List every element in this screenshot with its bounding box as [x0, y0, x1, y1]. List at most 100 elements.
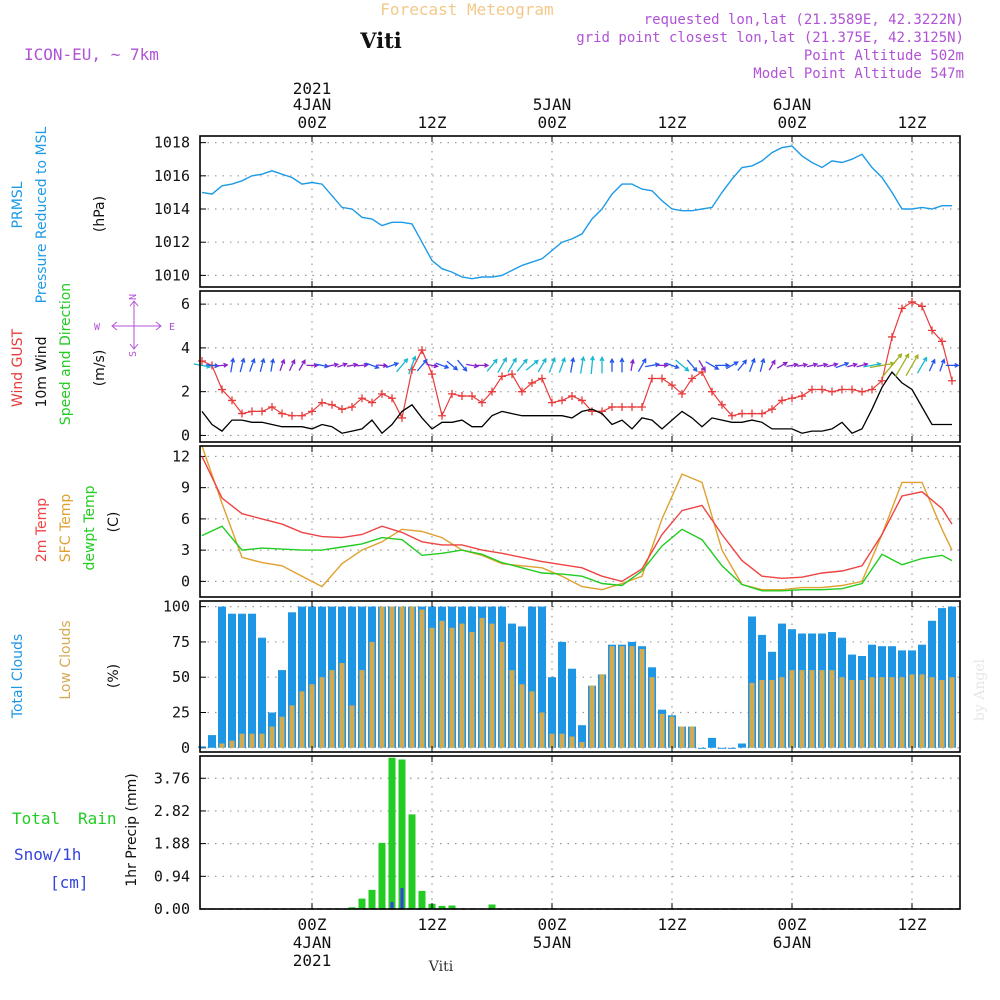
wind-direction-arrow	[466, 363, 480, 369]
wind-direction-arrow	[408, 355, 417, 375]
y-tick-label: 3.76	[154, 769, 190, 787]
y-tick-label: 100	[163, 598, 190, 616]
wind-gust-marker	[328, 400, 336, 409]
wind-gust-marker	[938, 337, 946, 346]
pressure-panel: 1010 1012 1014 1016 1018	[154, 134, 961, 288]
wind-10m-label: 10m Wind	[34, 336, 50, 407]
low-cloud-bar	[539, 712, 545, 748]
wind-direction-arrow	[826, 362, 839, 368]
low-cloud-bar	[879, 677, 885, 748]
wind-direction-arrow	[435, 362, 450, 369]
compass-north: N	[128, 294, 139, 300]
wind-direction-arrow	[377, 363, 389, 368]
bottom-hour-label: 12Z	[418, 915, 447, 934]
low-cloud-bar	[609, 646, 615, 748]
total-cloud-bar	[578, 725, 586, 748]
low-cloud-bar	[359, 670, 365, 748]
low-cloud-bar	[409, 606, 415, 748]
wind-gust-marker	[848, 385, 856, 394]
wind-gust-marker	[448, 389, 456, 398]
wind-gust-marker	[378, 389, 386, 398]
total-cloud-bar	[248, 613, 256, 748]
wind-gust-marker	[458, 392, 466, 401]
rain-bar	[418, 890, 426, 909]
low-cloud-bar	[449, 627, 455, 748]
top-hour-label: 00Z	[538, 113, 567, 132]
y-tick-label: 1016	[154, 167, 190, 185]
wind-gust-marker	[638, 402, 646, 411]
wind-direction-arrow	[249, 357, 256, 372]
low-cloud-bar	[489, 623, 495, 748]
top-hour-label: 00Z	[778, 113, 807, 132]
total-cloud-bar	[708, 737, 716, 748]
wind-direction-arrow	[579, 355, 586, 374]
wind-labels: Wind GUST 10m Wind Speed and Direction (…	[10, 283, 108, 425]
wind-gust-marker	[418, 346, 426, 355]
rain-bar	[368, 889, 376, 909]
wind-gust-marker	[878, 376, 886, 385]
low-cloud-bar	[309, 684, 315, 748]
bottom-hour-label: 12Z	[658, 915, 687, 934]
y-tick-label: 1018	[154, 134, 190, 152]
y-tick-label: 1012	[154, 233, 190, 251]
low-cloud-bar	[669, 716, 675, 748]
wind-gust-marker	[678, 389, 686, 398]
bottom-hour-label: 00Z	[298, 915, 327, 934]
wind-gust-marker	[258, 407, 266, 416]
temp-2m-line	[201, 456, 953, 583]
wind-gust-marker	[778, 396, 786, 405]
wind-gust-marker	[788, 394, 796, 403]
y-tick-label: 50	[172, 668, 190, 686]
wind-gust-marker	[688, 374, 696, 383]
wind-direction-arrow	[457, 359, 468, 372]
temp-sfc-label: SFC Temp	[58, 494, 74, 563]
wind-direction-arrow	[835, 361, 850, 369]
pressure-labels: PRMSL Pressure Reduced to MSL (hPa)	[10, 126, 108, 303]
low-cloud-bar	[869, 677, 875, 748]
low-cloud-bar	[659, 713, 665, 748]
wind-direction-arrow	[786, 362, 799, 368]
wind-direction-arrow	[216, 362, 229, 368]
wind-gust-marker	[658, 374, 666, 383]
total-cloud-bar	[538, 606, 546, 748]
low-cloud-bar	[249, 733, 255, 748]
top-hour-label: 00Z	[298, 113, 327, 132]
total-cloud-bar	[348, 606, 356, 748]
wind-direction-arrow	[619, 357, 625, 373]
low-cloud-bar	[419, 609, 425, 748]
total-cloud-bar	[718, 747, 726, 749]
y-tick-label: 3	[181, 541, 190, 559]
bottom-day-label: 4JAN	[293, 933, 332, 952]
total-cloud-bar	[948, 606, 956, 748]
panel-frame	[199, 290, 961, 443]
wind-gust-marker	[928, 326, 936, 335]
panel-frame	[199, 135, 961, 288]
wind-direction-arrow	[882, 353, 903, 378]
wind-direction-arrow	[270, 357, 276, 372]
wind-direction-arrow	[806, 362, 819, 368]
wind-gust-marker	[538, 374, 546, 383]
low-cloud-bar	[219, 743, 225, 748]
model-label: ICON-EU, ~ 7km	[24, 45, 159, 64]
wind-direction-arrow	[239, 357, 246, 373]
low-cloud-bar	[479, 617, 485, 748]
y-tick-label: 75	[172, 633, 190, 651]
bottom-day-label: 5JAN	[533, 933, 572, 952]
wind-direction-arrow	[385, 362, 400, 369]
wind-gust-marker	[718, 400, 726, 409]
panel-frame	[199, 600, 961, 753]
rain-bar	[398, 759, 406, 909]
wind-gust-marker	[558, 396, 566, 405]
y-tick-label: 4	[181, 339, 190, 357]
y-tick-label: 25	[172, 703, 190, 721]
bottom-hour-label: 00Z	[538, 915, 567, 934]
snow-bar	[390, 902, 394, 909]
wind-panel: 0 2 4 6	[181, 290, 961, 444]
total-cloud-bar	[318, 606, 326, 748]
low-cloud-bar	[639, 649, 645, 748]
wind-direction-arrow	[637, 357, 647, 373]
wind-direction-arrow	[797, 362, 809, 368]
credit-watermark: by Angel	[972, 658, 988, 721]
wind-gust-marker	[288, 411, 296, 420]
